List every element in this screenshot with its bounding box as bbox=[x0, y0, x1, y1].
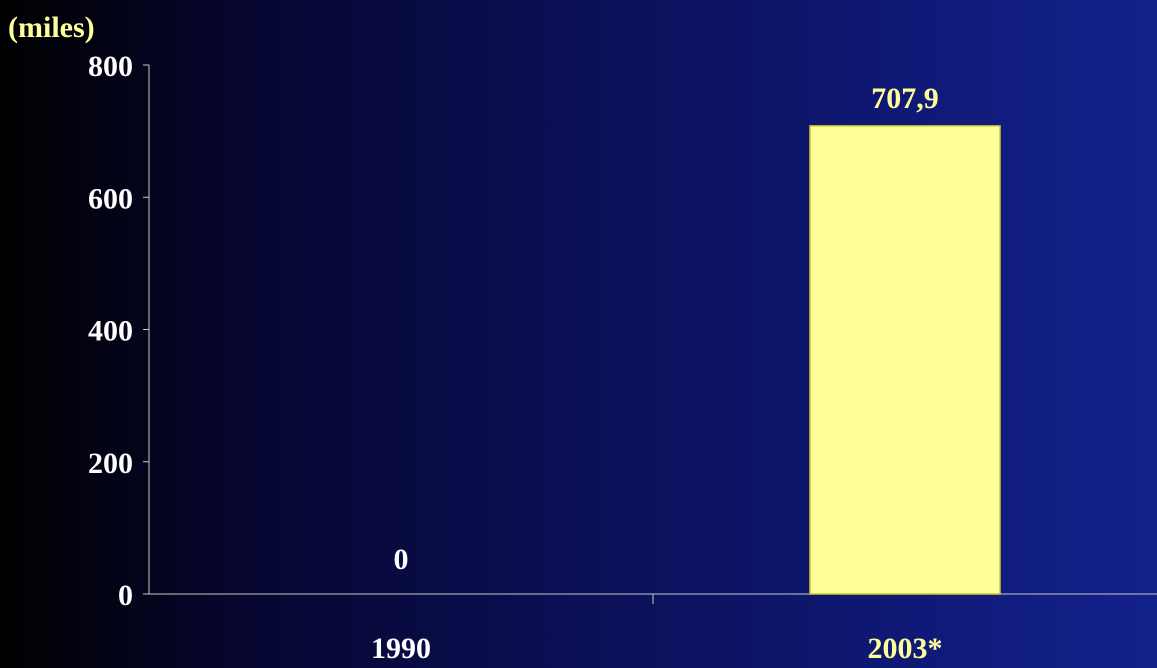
category-label-1: 1990 bbox=[371, 632, 431, 665]
bars bbox=[809, 125, 1001, 595]
category-labels: 1990 2003* bbox=[371, 632, 943, 665]
y-axis: 0 200 400 600 800 bbox=[88, 50, 150, 612]
y-tick-label: 800 bbox=[88, 50, 133, 83]
y-axis-label: (miles) bbox=[8, 11, 95, 44]
x-axis bbox=[149, 593, 1157, 604]
y-tick-label: 200 bbox=[88, 447, 133, 480]
bar-2 bbox=[809, 125, 1001, 595]
value-label-1: 0 bbox=[394, 543, 409, 576]
category-label-2: 2003* bbox=[868, 632, 943, 665]
y-tick-label: 0 bbox=[118, 579, 133, 612]
y-tick-label: 400 bbox=[88, 315, 133, 348]
value-label-2: 707,9 bbox=[871, 82, 939, 115]
value-labels: 0 707,9 bbox=[394, 82, 939, 576]
y-tick-label: 600 bbox=[88, 182, 133, 215]
